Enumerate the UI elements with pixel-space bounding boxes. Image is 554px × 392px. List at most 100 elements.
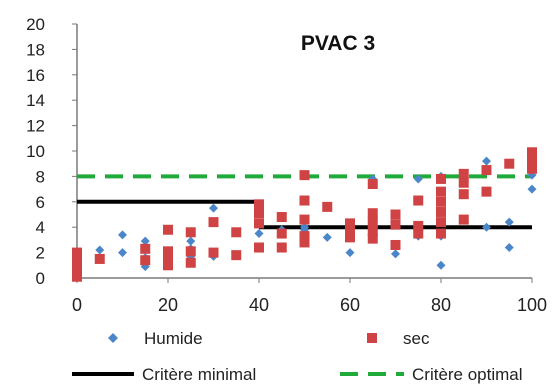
- sec-point: [72, 253, 82, 264]
- sec-point: [527, 163, 537, 174]
- sec-point: [276, 228, 287, 239]
- humide-point: [482, 156, 491, 166]
- y-tick-label: 10: [26, 142, 45, 161]
- sec-point: [458, 168, 469, 179]
- sec-point: [185, 257, 196, 268]
- sec-point: [367, 217, 378, 228]
- humide-point: [209, 203, 218, 213]
- sec-point: [299, 231, 310, 242]
- y-tick-label: 6: [36, 193, 45, 212]
- chart-title: PVAC 3: [301, 32, 375, 55]
- humide-point: [482, 222, 491, 232]
- humide-point: [300, 222, 309, 232]
- sec-point: [504, 158, 515, 169]
- humide-point: [118, 248, 127, 258]
- y-tick-label: 12: [26, 117, 45, 136]
- y-tick-label: 18: [26, 40, 45, 59]
- sec-point: [254, 242, 264, 253]
- x-tick-label: 80: [431, 295, 451, 315]
- sec-point: [322, 201, 333, 212]
- legend-sec-marker: [367, 333, 377, 343]
- sec-point: [458, 177, 469, 188]
- axes: 0 2 4 6 8 10 12 14 16 18 20 0 20 40 60 80 100: [26, 15, 547, 315]
- sec-point: [436, 186, 446, 197]
- x-tick-label: 60: [340, 295, 360, 315]
- humide-point: [391, 249, 400, 259]
- humide-point: [504, 217, 514, 227]
- sec-point: [276, 212, 287, 223]
- sec-point: [390, 239, 401, 250]
- sec-point: [436, 173, 446, 184]
- sec-point: [458, 189, 469, 200]
- sec-point: [481, 186, 492, 197]
- sec-point: [458, 214, 469, 225]
- sec-point: [163, 252, 173, 263]
- sec-point: [436, 217, 446, 228]
- sec-point: [185, 246, 196, 257]
- humide-point: [322, 232, 332, 242]
- legend: Humide sec Critère minimal Critère optimal: [72, 329, 523, 384]
- sec-point: [72, 271, 82, 282]
- sec-point: [254, 199, 264, 210]
- sec-point: [72, 266, 82, 277]
- sec-point: [94, 253, 105, 264]
- x-tick-label: 20: [158, 295, 178, 315]
- sec-point: [163, 246, 173, 257]
- sec-point: [436, 196, 446, 207]
- sec-point: [413, 228, 424, 239]
- sec-point: [231, 227, 242, 238]
- legend-optimal-label: Critère optimal: [412, 365, 523, 384]
- y-tick-label: 20: [26, 15, 45, 34]
- sec-point: [345, 226, 355, 237]
- y-tick-label: 16: [26, 66, 45, 85]
- data-points: [72, 147, 537, 282]
- sec-point: [481, 165, 492, 176]
- humide-point: [436, 260, 446, 270]
- legend-humide-marker: [108, 333, 118, 343]
- y-tick-label: 2: [36, 244, 45, 263]
- sec-point: [231, 250, 242, 261]
- sec-point: [436, 206, 446, 217]
- humide-point: [140, 236, 150, 246]
- sec-point: [163, 224, 173, 235]
- x-tick-label: 40: [249, 295, 269, 315]
- sec-point: [367, 226, 378, 237]
- sec-point: [367, 179, 378, 190]
- sec-point: [390, 219, 401, 230]
- sec-point: [163, 260, 173, 271]
- sec-point: [345, 218, 355, 229]
- sec-point: [276, 242, 287, 253]
- humide-point: [95, 245, 105, 255]
- y-tick-label: 4: [36, 218, 45, 237]
- sec-point: [367, 208, 378, 219]
- legend-humide-label: Humide: [144, 329, 203, 348]
- sec-point: [254, 218, 264, 229]
- sec-point: [185, 227, 196, 238]
- y-tick-label: 14: [26, 91, 45, 110]
- legend-minimal-label: Critère minimal: [142, 365, 256, 384]
- humide-point: [527, 184, 537, 194]
- sec-point: [367, 233, 378, 244]
- sec-point: [140, 243, 151, 254]
- sec-point: [413, 195, 424, 206]
- humide-point: [413, 174, 423, 184]
- sec-point: [299, 214, 310, 225]
- humide-point: [186, 236, 196, 246]
- sec-point: [527, 147, 537, 158]
- y-tick-label: 0: [36, 269, 45, 288]
- sec-point: [208, 247, 219, 258]
- legend-sec-label: sec: [403, 329, 430, 348]
- x-tick-label: 100: [517, 295, 547, 315]
- sec-point: [208, 217, 219, 228]
- sec-point: [299, 195, 310, 206]
- sec-point: [72, 247, 82, 258]
- sec-point: [299, 170, 310, 181]
- sec-point: [345, 232, 355, 243]
- sec-point: [390, 209, 401, 220]
- sec-point: [436, 228, 446, 239]
- humide-point: [504, 243, 514, 253]
- sec-point: [254, 208, 264, 219]
- sec-point: [72, 260, 82, 271]
